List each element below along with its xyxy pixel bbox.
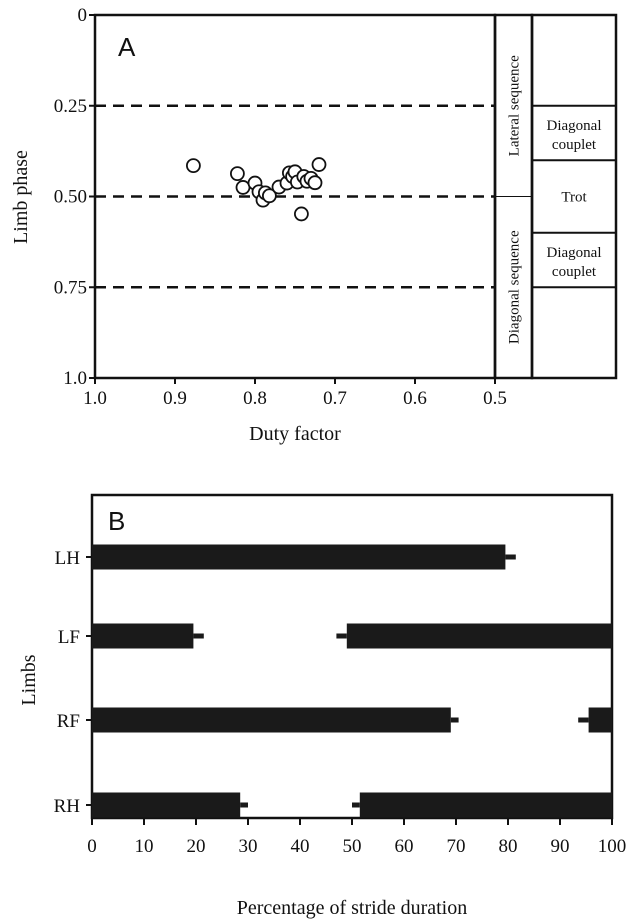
y-tick-label: 1.0 <box>63 368 87 389</box>
y-tick-label: 0.75 <box>54 277 87 298</box>
limb-label: LH <box>55 548 81 569</box>
gait-band-label: Diagonal <box>547 118 602 134</box>
panel-a: A 0 0.25 0.50 0.75 1.0 1.0 0.9 0.8 0.7 0.6 0.5 La… <box>10 5 618 445</box>
data-point <box>235 180 251 195</box>
data-point <box>229 166 245 182</box>
y-tick-label: 0 <box>78 5 88 26</box>
panel-b-frame <box>90 493 614 820</box>
x-tick-label: 0.8 <box>243 388 267 409</box>
stance-bar <box>92 792 241 818</box>
x-tick-label: 80 <box>499 836 518 857</box>
y-axis-label: Limb phase <box>10 150 32 244</box>
data-point <box>293 206 309 222</box>
x-axis-ticks: 0 10 20 30 40 50 60 70 80 90 100 <box>87 818 626 857</box>
data-point <box>185 158 201 174</box>
limb-labels: LH LF RF RH <box>54 548 92 817</box>
gait-bars <box>92 544 612 818</box>
gait-bands: Lateral sequence Diagonal sequence Diagona… <box>495 55 616 344</box>
x-tick-label: 40 <box>291 836 310 857</box>
x-axis-label: Percentage of stride duration <box>237 897 467 919</box>
x-tick-label: 10 <box>135 836 154 857</box>
x-tick-label: 0.6 <box>403 388 427 409</box>
limb-label: LF <box>58 627 80 648</box>
y-tick-label: 0.25 <box>54 96 87 117</box>
x-tick-label: 20 <box>187 836 206 857</box>
stance-bar <box>588 707 612 733</box>
y-axis-ticks: 0 0.25 0.50 0.75 1.0 <box>54 5 95 389</box>
gait-band-label: Trot <box>561 190 587 206</box>
reference-lines <box>95 104 495 289</box>
limb-label: RF <box>57 711 80 732</box>
x-tick-label: 0.5 <box>483 388 507 409</box>
x-tick-label: 30 <box>239 836 258 857</box>
gait-band-label: couplet <box>552 137 597 153</box>
stance-bar <box>359 792 612 818</box>
data-point <box>311 157 327 172</box>
panel-b-letter: B <box>108 506 125 536</box>
x-tick-label: 0 <box>87 836 97 857</box>
x-tick-label: 100 <box>598 836 627 857</box>
panel-a-letter: A <box>118 32 136 62</box>
limb-label: RH <box>54 796 81 817</box>
x-tick-label: 90 <box>551 836 570 857</box>
scatter-points <box>185 157 327 222</box>
stance-bar <box>92 623 194 649</box>
y-tick-label: 0.50 <box>54 187 87 208</box>
gait-band-label: Diagonal <box>547 245 602 261</box>
data-point <box>261 188 277 204</box>
x-tick-label: 50 <box>343 836 362 857</box>
sequence-band-label: Lateral sequence <box>507 55 523 157</box>
stance-bar <box>92 707 451 733</box>
gait-band-label: couplet <box>552 264 597 280</box>
sequence-band-label: Diagonal sequence <box>507 230 523 344</box>
x-axis-ticks: 1.0 0.9 0.8 0.7 0.6 0.5 <box>83 378 507 409</box>
x-tick-label: 70 <box>447 836 466 857</box>
stance-bar <box>92 544 506 570</box>
x-tick-label: 1.0 <box>83 388 107 409</box>
x-tick-label: 60 <box>395 836 414 857</box>
y-axis-label: Limbs <box>18 654 40 705</box>
data-point <box>307 175 323 191</box>
x-tick-label: 0.9 <box>163 388 187 409</box>
stance-bar <box>346 623 612 649</box>
x-axis-label: Duty factor <box>249 423 341 445</box>
x-tick-label: 0.7 <box>323 388 347 409</box>
